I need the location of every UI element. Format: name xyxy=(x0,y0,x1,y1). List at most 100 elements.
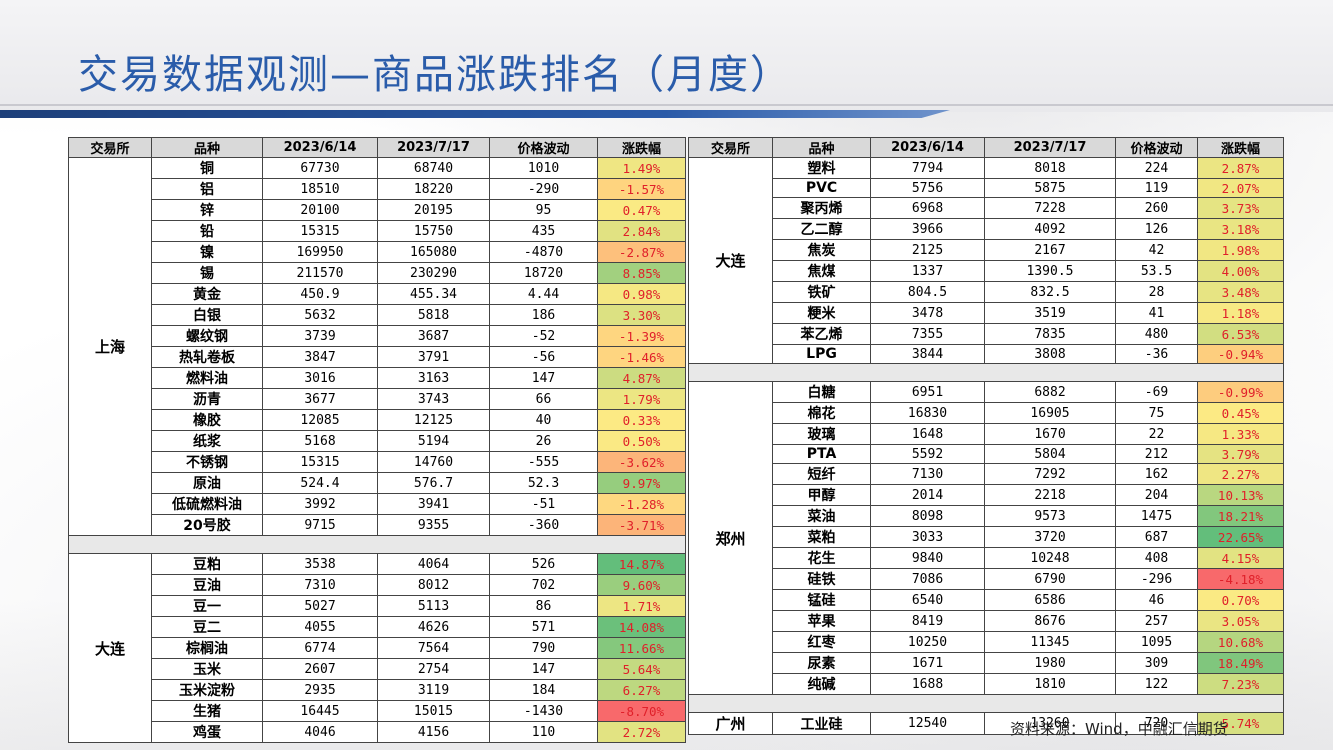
change-pct-cell: 0.33% xyxy=(597,409,686,431)
title-divider xyxy=(0,104,1333,106)
table-row: 豆二 4055 4626 571 14.08% xyxy=(69,616,686,638)
price-date1-cell: 1688 xyxy=(870,673,985,695)
price-date2-cell: 2218 xyxy=(984,484,1116,506)
table-row: 玉米淀粉 2935 3119 184 6.27% xyxy=(69,679,686,701)
change-pct-cell: 2.84% xyxy=(597,220,686,242)
variety-cell: 乙二醇 xyxy=(772,218,871,240)
price-date1-cell: 3739 xyxy=(262,325,378,347)
page-title: 交易数据观测—商品涨跌排名（月度） xyxy=(78,52,792,98)
price-date2-cell: 3687 xyxy=(377,325,490,347)
change-pct-cell: 0.47% xyxy=(597,199,686,221)
price-change-cell: 95 xyxy=(489,199,598,221)
price-date2-cell: 16905 xyxy=(984,402,1116,424)
change-pct-cell: 18.21% xyxy=(1197,505,1284,527)
table-row: 棉花 16830 16905 75 0.45% xyxy=(689,402,1284,424)
table-row: 燃料油 3016 3163 147 4.87% xyxy=(69,367,686,389)
variety-cell: 铜 xyxy=(151,157,263,179)
price-date1-cell: 7130 xyxy=(870,463,985,485)
price-change-cell: 75 xyxy=(1115,402,1198,424)
variety-cell: 纯碱 xyxy=(772,673,871,695)
spacer-cell xyxy=(688,694,1284,713)
table-row: 铝 18510 18220 -290 -1.57% xyxy=(69,178,686,200)
change-pct-cell: 1.33% xyxy=(1197,423,1284,445)
source-note: 资料来源：Wind，中融汇信期货 xyxy=(1010,720,1228,738)
table-row: 螺纹钢 3739 3687 -52 -1.39% xyxy=(69,325,686,347)
price-date2-cell: 455.34 xyxy=(377,283,490,305)
table-row: 铁矿 804.5 832.5 28 3.48% xyxy=(689,281,1284,303)
change-pct-cell: 1.49% xyxy=(597,157,686,179)
change-pct-cell: 3.05% xyxy=(1197,610,1284,632)
variety-cell: PTA xyxy=(772,444,871,464)
variety-cell: 短纤 xyxy=(772,463,871,485)
price-date2-cell: 3720 xyxy=(984,526,1116,548)
variety-cell: 棉花 xyxy=(772,402,871,424)
price-date1-cell: 5592 xyxy=(870,444,985,464)
price-date2-cell: 832.5 xyxy=(984,281,1116,303)
variety-cell: 铝 xyxy=(151,178,263,200)
table-row: 聚丙烯 6968 7228 260 3.73% xyxy=(689,197,1284,219)
price-change-cell: 435 xyxy=(489,220,598,242)
change-pct-cell: 0.45% xyxy=(1197,402,1284,424)
change-pct-cell: 8.85% xyxy=(597,262,686,284)
price-change-cell: -4870 xyxy=(489,241,598,263)
price-date2-cell: 15750 xyxy=(377,220,490,242)
price-change-cell: 26 xyxy=(489,430,598,452)
table-row: 苯乙烯 7355 7835 480 6.53% xyxy=(689,323,1284,345)
variety-cell: 玉米淀粉 xyxy=(151,679,263,701)
table-header-row: 交易所 品种 2023/6/14 2023/7/17 价格波动 涨跌幅 xyxy=(68,137,686,158)
price-date1-cell: 20100 xyxy=(262,199,378,221)
variety-cell: 低硫燃料油 xyxy=(151,493,263,515)
price-change-cell: -69 xyxy=(1115,381,1198,403)
header-variety: 品种 xyxy=(151,137,263,158)
table-row: 橡胶 12085 12125 40 0.33% xyxy=(69,409,686,431)
price-change-cell: 184 xyxy=(489,679,598,701)
change-pct-cell: 3.48% xyxy=(1197,281,1284,303)
price-change-cell: -52 xyxy=(489,325,598,347)
price-date2-cell: 9355 xyxy=(377,514,490,536)
price-change-cell: 408 xyxy=(1115,547,1198,569)
table-row: LPG 3844 3808 -36 -0.94% xyxy=(689,344,1284,364)
exchange-cell: 大连 xyxy=(68,553,152,743)
change-pct-cell: 10.68% xyxy=(1197,631,1284,653)
price-date1-cell: 6968 xyxy=(870,197,985,219)
change-pct-cell: 3.73% xyxy=(1197,197,1284,219)
variety-cell: 不锈钢 xyxy=(151,451,263,473)
price-date2-cell: 5194 xyxy=(377,430,490,452)
variety-cell: 螺纹钢 xyxy=(151,325,263,347)
variety-cell: 棕榈油 xyxy=(151,637,263,659)
price-date2-cell: 1670 xyxy=(984,423,1116,445)
change-pct-cell: -1.39% xyxy=(597,325,686,347)
price-date1-cell: 4055 xyxy=(262,616,378,638)
price-date2-cell: 1980 xyxy=(984,652,1116,674)
table-row: 锡 211570 230290 18720 8.85% xyxy=(69,262,686,284)
table-row: 纯碱 1688 1810 122 7.23% xyxy=(689,673,1284,695)
change-pct-cell: 2.07% xyxy=(1197,178,1284,198)
price-date2-cell: 15015 xyxy=(377,700,490,722)
variety-cell: 鸡蛋 xyxy=(151,721,263,743)
price-date1-cell: 3844 xyxy=(870,344,985,364)
price-date1-cell: 6540 xyxy=(870,589,985,611)
change-pct-cell: -1.57% xyxy=(597,178,686,200)
price-date1-cell: 6951 xyxy=(870,381,985,403)
group-spacer-row xyxy=(68,535,686,554)
table-row: 焦煤 1337 1390.5 53.5 4.00% xyxy=(689,260,1284,282)
variety-cell: 焦煤 xyxy=(772,260,871,282)
change-pct-cell: 2.87% xyxy=(1197,157,1284,179)
table-row: 白银 5632 5818 186 3.30% xyxy=(69,304,686,326)
commodity-table-left: 交易所 品种 2023/6/14 2023/7/17 价格波动 涨跌幅 上海铜 6… xyxy=(68,137,686,743)
table-row: 鸡蛋 4046 4156 110 2.72% xyxy=(69,721,686,743)
price-date2-cell: 8012 xyxy=(377,574,490,596)
table-row: 菜粕 3033 3720 687 22.65% xyxy=(689,526,1284,548)
header-exchange: 交易所 xyxy=(688,137,773,158)
price-change-cell: 46 xyxy=(1115,589,1198,611)
variety-cell: 焦炭 xyxy=(772,239,871,261)
price-date1-cell: 3016 xyxy=(262,367,378,389)
price-change-cell: 52.3 xyxy=(489,472,598,494)
price-date1-cell: 7355 xyxy=(870,323,985,345)
change-pct-cell: -2.87% xyxy=(597,241,686,263)
price-date2-cell: 1810 xyxy=(984,673,1116,695)
variety-cell: 锡 xyxy=(151,262,263,284)
exchange-cell: 郑州 xyxy=(688,381,773,695)
table-row: PVC 5756 5875 119 2.07% xyxy=(689,178,1284,198)
table-row: 铅 15315 15750 435 2.84% xyxy=(69,220,686,242)
